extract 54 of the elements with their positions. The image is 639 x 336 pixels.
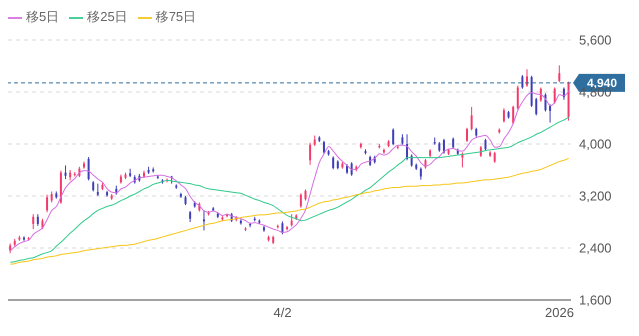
candlestick [189,210,192,222]
candlestick [184,196,187,206]
candlestick [304,189,306,202]
candlestick [300,192,302,208]
candlestick [41,218,44,230]
candlestick [392,128,394,146]
candlestick [484,138,486,151]
candlestick [466,127,468,143]
legend-label: 移25日 [87,9,128,24]
candlestick [120,174,122,184]
candlestick [549,104,552,124]
candlestick [309,142,312,166]
legend-label: 移5日 [26,9,60,24]
y-tick-label: 1,600 [579,292,612,308]
y-tick-label: 4,000 [579,136,612,152]
y-tick-label: 3,200 [579,188,612,204]
y-tick-label: 2,400 [579,240,612,256]
candlestick [502,108,505,124]
x-tick-label: 2026 [545,305,574,320]
candlestick [332,156,334,170]
candlestick [521,74,524,90]
candlestick [50,190,53,203]
candlestick [401,134,404,146]
candlestick [420,166,422,180]
candlestick [88,156,90,181]
candlestick [346,164,348,174]
y-tick-label: 5,600 [579,32,612,48]
candlestick [64,164,67,180]
candlestick [202,210,205,231]
candlestick [32,214,34,230]
candlestick [516,85,519,110]
candlestick [46,194,48,213]
candlestick [470,106,473,131]
line-series [10,158,570,265]
candlestick [410,154,413,168]
candlestick [554,86,556,104]
candlestick [336,160,339,170]
legend-label: 移75日 [156,9,196,24]
candlestick [36,214,39,226]
candlestick [322,140,325,154]
candlestick [558,64,560,83]
candlestick [69,170,72,181]
candlestick [452,137,454,150]
candlestick [96,183,99,196]
candlestick [438,142,440,152]
candlestick [350,162,353,176]
candlestick [494,151,496,164]
candlestick [314,135,316,146]
x-tick-label: 4/2 [274,305,292,320]
candlestick [290,214,293,228]
candlestick [442,138,445,154]
candlestick [535,97,538,116]
candlestick [475,127,478,138]
candlestick [92,180,94,192]
